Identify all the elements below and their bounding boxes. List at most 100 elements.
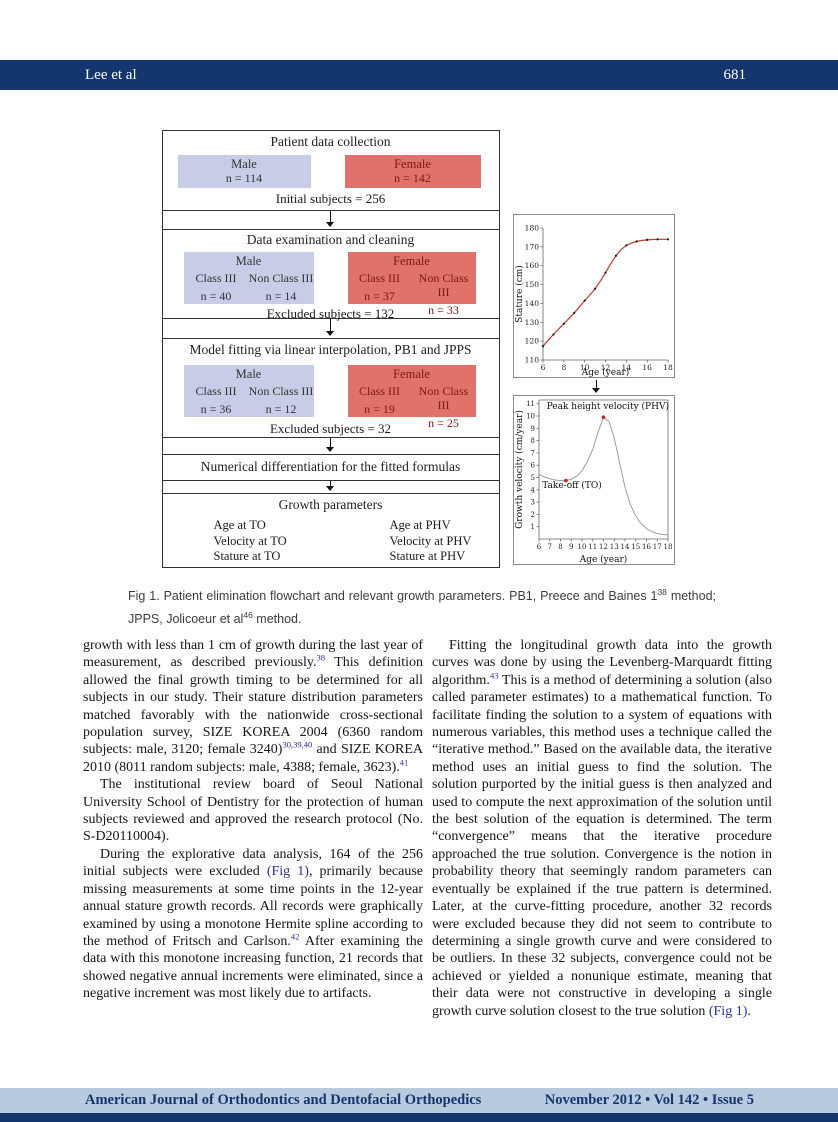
parameter-item: Stature at TO: [213, 549, 281, 563]
subgroup-label: Non Class III: [418, 271, 469, 299]
subject-count: n = 40: [200, 289, 232, 303]
step-title: Patient data collection: [270, 134, 391, 149]
subgroup-label: Class III: [195, 384, 237, 398]
svg-text:3: 3: [531, 499, 535, 507]
svg-text:10: 10: [580, 363, 590, 372]
flow-note: Excluded subjects = 132: [266, 306, 395, 321]
male-group-box: Male n = 114: [177, 155, 311, 188]
flowchart-frame: Patient data collection Male n = 114 Fem…: [161, 130, 500, 568]
paragraph: During the explorative data analysis, 16…: [83, 846, 424, 1002]
svg-text:11: 11: [526, 400, 535, 408]
parameter-item: Age at PHV: [389, 518, 451, 532]
figure-reference-link[interactable]: (Fig 1): [708, 1003, 748, 1019]
subject-count: n = 36: [200, 402, 232, 416]
svg-text:9: 9: [531, 425, 535, 433]
parameter-item: Stature at PHV: [389, 549, 466, 563]
subject-count: n = 142: [394, 171, 431, 185]
svg-text:1: 1: [531, 523, 535, 531]
down-arrow-icon: [326, 481, 335, 491]
figure-caption: Fig 1. Patient elimination flowchart and…: [128, 587, 716, 627]
issue-info: November 2012 • Vol 142 • Issue 5: [544, 1092, 754, 1108]
citation-superscript[interactable]: 38: [316, 652, 326, 663]
subject-count: n = 19: [364, 402, 395, 416]
svg-text:150: 150: [525, 280, 540, 289]
female-group-box: Female n = 142: [344, 155, 481, 188]
svg-text:130: 130: [525, 318, 540, 327]
growth-parameters-phv-list: Age at PHV Velocity at PHV Stature at PH…: [390, 518, 472, 565]
subgroup-label: Non Class III: [248, 271, 314, 285]
flow-note: Excluded subjects = 32: [269, 421, 392, 436]
page-number: 681: [723, 66, 747, 83]
velocity-chart: 6 7 8 9 10 11 12 13 14 15 16 17 18 1 2 3 4 5 6 7 8 9 10 11 Age (…: [513, 395, 675, 565]
flow-note: Initial subjects = 256: [275, 191, 386, 206]
svg-text:18: 18: [664, 543, 673, 551]
svg-text:160: 160: [525, 261, 540, 270]
citation-superscript[interactable]: 30,39,40: [282, 739, 313, 750]
stature-chart: 6 8 10 12 14 16 18 110 120 130 140 150 160 170 180 Age …: [513, 214, 675, 378]
female-group-box: Female Class III n = 19 Non Class III n = …: [347, 365, 476, 430]
group-label: Male: [235, 254, 262, 268]
svg-text:18: 18: [663, 363, 673, 372]
svg-text:Stature (cm): Stature (cm): [514, 265, 525, 323]
paragraph: growth with less than 1 cm of growth dur…: [83, 638, 423, 775]
subgroup-label: Class III: [359, 271, 400, 285]
group-label: Male: [231, 157, 257, 171]
svg-text:140: 140: [525, 299, 540, 308]
subject-count: n = 12: [265, 402, 297, 416]
citation-superscript[interactable]: 41: [399, 757, 409, 768]
body-column-left: growth with less than 1 cm of growth dur…: [83, 637, 423, 1003]
svg-text:14: 14: [622, 363, 632, 372]
svg-text:8: 8: [531, 437, 535, 445]
subject-count: n = 25: [428, 416, 459, 430]
subject-count: n = 37: [364, 289, 395, 303]
step-title: Numerical differentiation for the fitted…: [200, 459, 461, 474]
subgroup-label: Class III: [359, 384, 400, 398]
svg-text:10: 10: [526, 412, 535, 420]
svg-text:6: 6: [537, 543, 542, 551]
svg-text:11: 11: [588, 543, 597, 551]
citation-superscript[interactable]: 43: [489, 670, 499, 681]
down-arrow-icon: [326, 319, 335, 336]
subgroup-label: Non Class III: [418, 384, 469, 412]
citation-superscript[interactable]: 42: [290, 931, 300, 942]
svg-text:15: 15: [631, 543, 640, 551]
flowchart-step-model-fitting: Model fitting via linear interpolation, …: [161, 338, 500, 438]
step-title: Growth parameters: [278, 497, 383, 512]
subgroup-label: Class III: [195, 271, 237, 285]
svg-text:110: 110: [525, 356, 540, 365]
svg-text:8: 8: [561, 363, 566, 372]
svg-text:6: 6: [541, 363, 546, 372]
svg-text:13: 13: [610, 543, 619, 551]
group-label: Female: [393, 367, 430, 381]
svg-text:170: 170: [525, 242, 540, 251]
svg-text:16: 16: [642, 543, 651, 551]
svg-text:Take-off (TO): Take-off (TO): [542, 480, 602, 491]
svg-text:180: 180: [525, 224, 540, 233]
group-label: Female: [393, 254, 430, 268]
subject-count: n = 14: [265, 289, 297, 303]
svg-text:10: 10: [578, 543, 587, 551]
subject-count: n = 33: [428, 303, 459, 317]
svg-text:7: 7: [531, 449, 535, 457]
flowchart-step-data-examination: Data examination and cleaning Male Class…: [161, 229, 500, 321]
figure-reference-link[interactable]: (Fig 1): [266, 864, 309, 880]
page-header-bar: Lee et al 681: [0, 60, 838, 90]
down-arrow-icon: [326, 438, 335, 452]
paragraph: The institutional review board of Seoul …: [83, 777, 423, 845]
svg-text:Growth velocity (cm/year): Growth velocity (cm/year): [514, 410, 525, 529]
citation-superscript: 46: [243, 610, 253, 621]
body-column-right: Fitting the longitudinal growth data int…: [432, 637, 772, 1020]
svg-text:5: 5: [531, 474, 535, 482]
svg-text:6: 6: [531, 462, 536, 470]
journal-footer-bar: American Journal of Orthodontics and Den…: [0, 1088, 838, 1113]
step-title: Model fitting via linear interpolation, …: [189, 342, 472, 357]
svg-text:120: 120: [525, 337, 540, 346]
down-arrow-icon: [592, 380, 601, 393]
svg-text:Age (year): Age (year): [581, 367, 630, 377]
running-head: Lee et al: [85, 66, 137, 83]
paragraph: Fitting the longitudinal growth data int…: [432, 638, 772, 1019]
parameter-item: Velocity at TO: [213, 533, 287, 548]
growth-parameters-to-list: Age at TO Velocity at TO Stature at TO: [214, 518, 287, 565]
male-group-box: Male Class III n = 36 Non Class III n = 12: [183, 365, 314, 417]
